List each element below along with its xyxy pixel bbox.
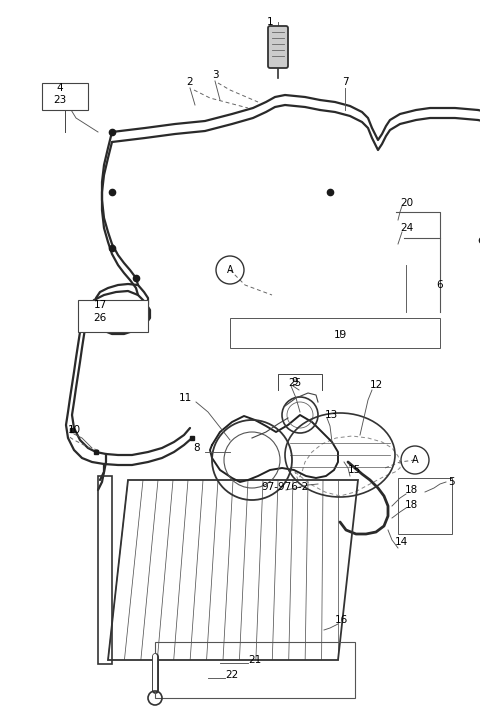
Bar xyxy=(155,642,355,698)
Text: 8: 8 xyxy=(193,443,200,453)
Bar xyxy=(230,318,440,348)
Text: 9: 9 xyxy=(292,377,298,387)
Text: 12: 12 xyxy=(370,380,383,390)
Text: 26: 26 xyxy=(94,313,107,323)
Text: 23: 23 xyxy=(53,95,67,105)
Text: 20: 20 xyxy=(400,198,413,208)
Text: 18: 18 xyxy=(405,500,418,510)
Text: 1: 1 xyxy=(267,17,273,27)
Text: 19: 19 xyxy=(334,330,347,340)
Bar xyxy=(98,476,112,664)
Text: 15: 15 xyxy=(348,465,361,475)
Text: 16: 16 xyxy=(335,615,348,625)
Text: 11: 11 xyxy=(179,393,192,403)
Bar xyxy=(398,478,452,534)
Text: 25: 25 xyxy=(288,378,301,388)
Text: 6: 6 xyxy=(436,280,443,290)
Text: 5: 5 xyxy=(448,477,455,487)
Text: 3: 3 xyxy=(212,70,218,80)
Text: A: A xyxy=(412,455,418,465)
FancyBboxPatch shape xyxy=(268,26,288,68)
Text: 13: 13 xyxy=(325,410,338,420)
Text: 24: 24 xyxy=(400,223,413,233)
Text: 18: 18 xyxy=(405,485,418,495)
Bar xyxy=(78,300,148,332)
Text: 10: 10 xyxy=(68,425,81,435)
Text: 21: 21 xyxy=(248,655,261,665)
Text: 17: 17 xyxy=(94,300,107,310)
Bar xyxy=(42,83,88,110)
Text: 2: 2 xyxy=(187,77,193,87)
Text: A: A xyxy=(227,265,233,275)
Text: 22: 22 xyxy=(225,670,238,680)
Text: 7: 7 xyxy=(342,77,348,87)
Text: 4: 4 xyxy=(57,83,63,93)
Text: 97-976-2: 97-976-2 xyxy=(262,482,309,492)
Text: 14: 14 xyxy=(395,537,408,547)
